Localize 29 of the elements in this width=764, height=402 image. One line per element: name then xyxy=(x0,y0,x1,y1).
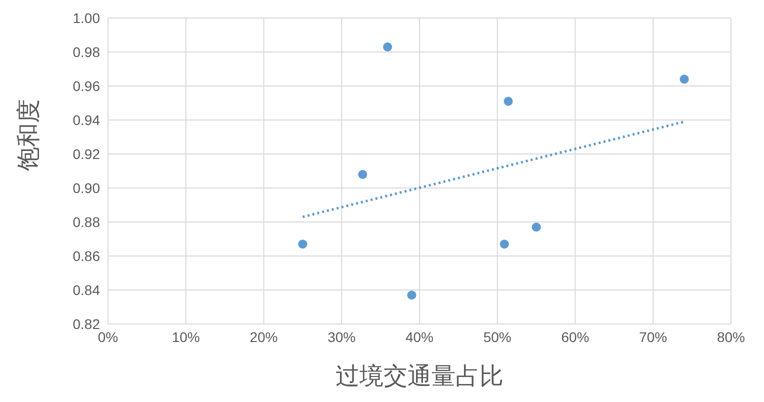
point xyxy=(407,290,416,300)
x-tick-label: 80% xyxy=(716,328,746,345)
x-tick-label: 0% xyxy=(98,328,118,345)
x-tick-label: 60% xyxy=(561,328,590,345)
x-tick-label: 10% xyxy=(172,328,200,345)
y-tick-label: 0.82 xyxy=(72,316,100,332)
y-tick-label: 0.94 xyxy=(72,112,100,128)
y-tick-label: 1.00 xyxy=(72,10,100,26)
point xyxy=(383,42,392,52)
y-tick-label: 0.86 xyxy=(72,248,100,264)
point xyxy=(358,170,368,179)
point xyxy=(504,96,513,106)
y-tick-label: 0.88 xyxy=(72,214,100,230)
x-tick-label: 20% xyxy=(250,328,278,345)
y-tick-label: 0.96 xyxy=(72,78,100,94)
y-tick-label: 0.84 xyxy=(72,282,100,298)
point xyxy=(532,222,541,232)
point xyxy=(680,74,689,84)
y-tick-label: 0.90 xyxy=(72,180,100,196)
x-tick-label: 40% xyxy=(405,328,434,345)
x-tick-label: 70% xyxy=(639,328,668,345)
x-tick-label: 50% xyxy=(483,328,512,345)
point xyxy=(500,240,509,249)
x-axis-title: 过境交通量占比 xyxy=(336,363,504,390)
point xyxy=(298,240,308,249)
y-tick-label: 0.92 xyxy=(72,146,100,162)
y-axis-title: 饱和度 xyxy=(16,99,43,172)
y-tick-label: 0.98 xyxy=(72,44,100,60)
x-tick-label: 30% xyxy=(328,328,356,345)
